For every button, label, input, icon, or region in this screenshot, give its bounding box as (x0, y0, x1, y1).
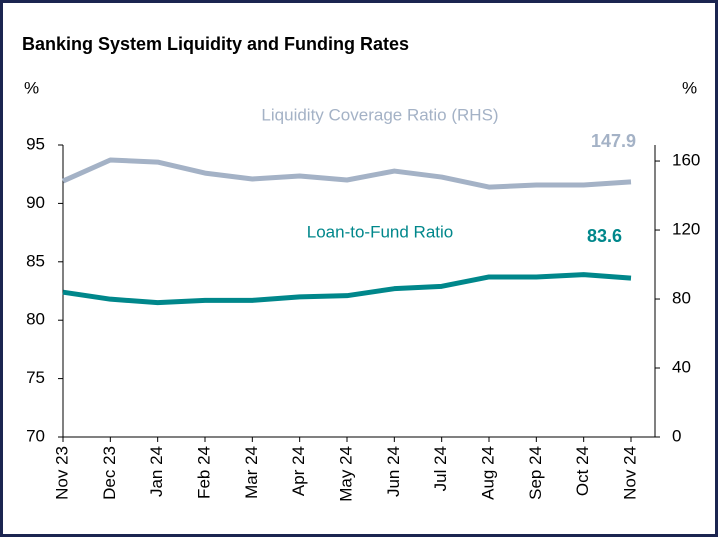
x-tick-label: Nov 24 (620, 446, 639, 500)
y-tick-label: 90 (26, 193, 45, 212)
y2-tick-label: 160 (672, 151, 700, 170)
x-tick-label: Feb 24 (194, 446, 213, 499)
y-axis-label: % (24, 78, 39, 97)
chart-title: Banking System Liquidity and Funding Rat… (22, 34, 409, 54)
series-label: Liquidity Coverage Ratio (RHS) (261, 105, 498, 124)
line (62, 272, 632, 306)
y2-tick-label: 40 (672, 357, 691, 376)
y-tick-label: 70 (26, 426, 45, 445)
x-tick-label: Dec 23 (100, 446, 119, 500)
x-tick-label: Jul 24 (431, 446, 450, 491)
x-tick-label: Oct 24 (573, 446, 592, 496)
y2-tick-label: 0 (672, 426, 681, 445)
y2-tick-label: 120 (672, 220, 700, 239)
data-label: 147.9 (591, 131, 636, 151)
series-label: Loan-to-Fund Ratio (307, 222, 453, 241)
x-tick-label: Jun 24 (384, 446, 403, 497)
x-tick-label: Nov 23 (52, 446, 71, 500)
x-tick-label: May 24 (336, 446, 355, 502)
y-tick-label: 95 (26, 134, 45, 153)
y-tick-label: 75 (26, 368, 45, 387)
x-tick-label: Apr 24 (289, 446, 308, 496)
data-label: 83.6 (587, 226, 622, 246)
y2-tick-label: 80 (672, 289, 691, 308)
x-tick-label: Sep 24 (526, 446, 545, 500)
x-tick-label: Mar 24 (242, 446, 261, 499)
x-tick-label: Jan 24 (147, 446, 166, 497)
y2-axis-label: % (682, 78, 697, 97)
line (61, 157, 632, 190)
x-tick-label: Aug 24 (478, 446, 497, 500)
y-tick-label: 80 (26, 310, 45, 329)
y-tick-label: 85 (26, 251, 45, 270)
